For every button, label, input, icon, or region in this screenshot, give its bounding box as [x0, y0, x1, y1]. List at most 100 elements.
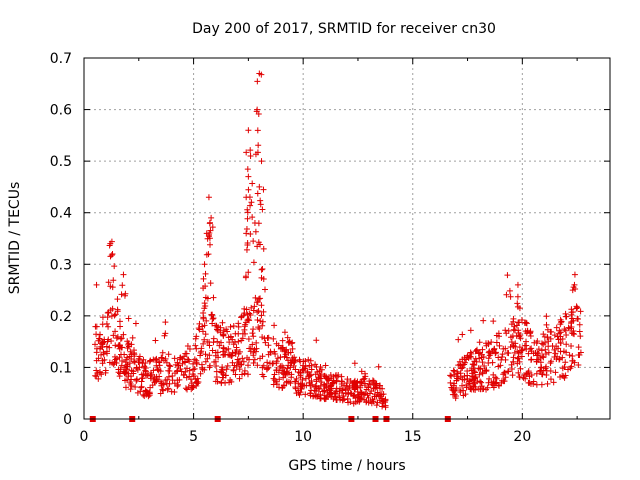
- data-point: [459, 361, 466, 368]
- data-point: [500, 378, 507, 385]
- data-point: [194, 375, 201, 382]
- data-point: [133, 365, 140, 372]
- data-point: [461, 372, 468, 379]
- data-point: [250, 326, 257, 333]
- data-point: [285, 362, 292, 369]
- data-point: [159, 349, 166, 356]
- data-point: [176, 376, 183, 383]
- data-point: [379, 385, 386, 392]
- data-point: [106, 242, 113, 249]
- data-point: [254, 78, 261, 85]
- data-point: [322, 362, 329, 369]
- data-point: [544, 326, 551, 333]
- data-point: [257, 355, 264, 362]
- data-point: [109, 250, 116, 257]
- data-point: [225, 334, 232, 341]
- data-point: [185, 356, 192, 363]
- data-point: [517, 365, 524, 372]
- data-point: [129, 334, 136, 341]
- data-point: [132, 320, 139, 327]
- data-point: [275, 342, 282, 349]
- data-point: [117, 323, 124, 330]
- data-point: [105, 309, 112, 316]
- data-point: [210, 339, 217, 346]
- x-tick-label: 10: [294, 429, 312, 445]
- data-point: [478, 383, 485, 390]
- data-point: [204, 355, 211, 362]
- data-point: [215, 323, 222, 330]
- data-point: [515, 319, 522, 326]
- data-point: [571, 331, 578, 338]
- data-point: [262, 339, 269, 346]
- data-point: [573, 303, 580, 310]
- data-point: [455, 375, 462, 382]
- data-point: [478, 351, 485, 358]
- data-point: [333, 385, 340, 392]
- data-point: [501, 369, 508, 376]
- data-point: [165, 351, 172, 358]
- data-point: [163, 359, 170, 366]
- data-point: [120, 271, 127, 278]
- data-point: [201, 261, 208, 268]
- data-point: [197, 352, 204, 359]
- data-point: [518, 353, 525, 360]
- data-point: [295, 387, 302, 394]
- data-point: [295, 380, 302, 387]
- data-point: [535, 356, 542, 363]
- data-point: [230, 341, 237, 348]
- data-point: [157, 378, 164, 385]
- data-point: [487, 350, 494, 357]
- data-point: [569, 357, 576, 364]
- data-point: [245, 362, 252, 369]
- data-point: [111, 312, 118, 319]
- data-point: [281, 329, 288, 336]
- data-point: [244, 166, 251, 173]
- x-tick-label: 15: [404, 429, 422, 445]
- data-point: [258, 302, 265, 309]
- data-point: [134, 389, 141, 396]
- data-point: [114, 296, 121, 303]
- data-point: [373, 402, 380, 409]
- data-point: [477, 365, 484, 372]
- data-point: [269, 360, 276, 367]
- data-point: [223, 347, 230, 354]
- data-point: [281, 371, 288, 378]
- data-point: [290, 362, 297, 369]
- data-point: [202, 351, 209, 358]
- data-point: [249, 330, 256, 337]
- data-point: [235, 323, 242, 330]
- data-point: [553, 355, 560, 362]
- data-point: [256, 183, 263, 190]
- data-point: [503, 291, 510, 298]
- data-point: [457, 388, 464, 395]
- data-point: [503, 330, 510, 337]
- data-point: [327, 391, 334, 398]
- data-point: [112, 311, 119, 318]
- data-point: [299, 381, 306, 388]
- y-tick-label: 0.7: [50, 51, 72, 67]
- data-point: [379, 403, 386, 410]
- data-point: [160, 387, 167, 394]
- data-point: [505, 350, 512, 357]
- data-point: [332, 388, 339, 395]
- data-point: [312, 382, 319, 389]
- data-point: [565, 324, 572, 331]
- data-point: [261, 286, 268, 293]
- data-point: [326, 385, 333, 392]
- x-tick-label: 20: [513, 429, 531, 445]
- data-point: [540, 354, 547, 361]
- data-point: [245, 336, 252, 343]
- data-point: [108, 252, 115, 259]
- data-point: [99, 341, 106, 348]
- data-point: [120, 331, 127, 338]
- data-point: [190, 383, 197, 390]
- data-point: [335, 372, 342, 379]
- data-point: [204, 235, 211, 242]
- data-point: [201, 300, 208, 307]
- data-point: [543, 321, 550, 328]
- data-point: [307, 382, 314, 389]
- data-point: [533, 370, 540, 377]
- data-point: [339, 397, 346, 404]
- data-point: [552, 369, 559, 376]
- data-point: [521, 342, 528, 349]
